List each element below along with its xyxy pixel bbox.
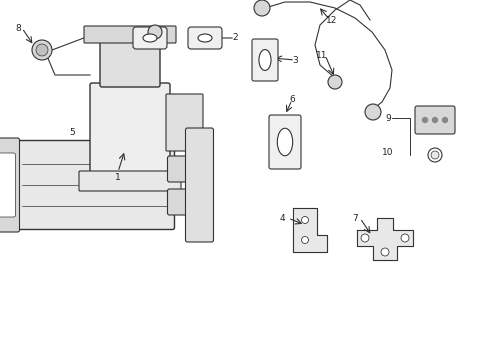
- FancyBboxPatch shape: [84, 26, 176, 43]
- FancyBboxPatch shape: [268, 115, 301, 169]
- FancyBboxPatch shape: [133, 27, 167, 49]
- Circle shape: [380, 248, 388, 256]
- Text: 7: 7: [351, 213, 357, 222]
- Text: 10: 10: [382, 148, 393, 157]
- Circle shape: [36, 44, 48, 56]
- FancyBboxPatch shape: [187, 27, 222, 49]
- FancyBboxPatch shape: [0, 138, 20, 232]
- Ellipse shape: [198, 34, 212, 42]
- Text: 6: 6: [288, 95, 294, 104]
- FancyBboxPatch shape: [165, 94, 203, 151]
- Circle shape: [301, 216, 308, 224]
- Circle shape: [400, 234, 408, 242]
- Circle shape: [430, 151, 438, 159]
- Text: 4: 4: [279, 213, 284, 222]
- Circle shape: [327, 75, 341, 89]
- FancyBboxPatch shape: [0, 153, 16, 217]
- Text: 2: 2: [232, 33, 237, 42]
- Circle shape: [431, 117, 437, 122]
- Text: 5: 5: [69, 127, 75, 136]
- FancyBboxPatch shape: [167, 156, 201, 182]
- FancyBboxPatch shape: [16, 140, 174, 230]
- FancyBboxPatch shape: [185, 128, 213, 242]
- Circle shape: [364, 104, 380, 120]
- Circle shape: [442, 117, 447, 122]
- Text: 3: 3: [291, 55, 297, 64]
- Text: 1: 1: [115, 172, 121, 181]
- FancyBboxPatch shape: [414, 106, 454, 134]
- FancyBboxPatch shape: [167, 189, 201, 215]
- Circle shape: [422, 117, 427, 122]
- Ellipse shape: [277, 128, 292, 156]
- Polygon shape: [292, 208, 326, 252]
- Polygon shape: [356, 218, 412, 260]
- Circle shape: [360, 234, 368, 242]
- Ellipse shape: [142, 34, 157, 42]
- FancyBboxPatch shape: [79, 171, 181, 191]
- Circle shape: [32, 40, 52, 60]
- Text: 11: 11: [316, 50, 327, 59]
- Circle shape: [427, 148, 441, 162]
- Circle shape: [253, 0, 269, 16]
- Ellipse shape: [259, 50, 270, 71]
- Text: 9: 9: [385, 113, 390, 122]
- FancyBboxPatch shape: [100, 38, 160, 87]
- FancyBboxPatch shape: [251, 39, 278, 81]
- FancyBboxPatch shape: [90, 83, 170, 177]
- Circle shape: [148, 25, 162, 39]
- Text: 8: 8: [15, 23, 21, 32]
- Circle shape: [301, 237, 308, 243]
- Text: 12: 12: [325, 15, 337, 24]
